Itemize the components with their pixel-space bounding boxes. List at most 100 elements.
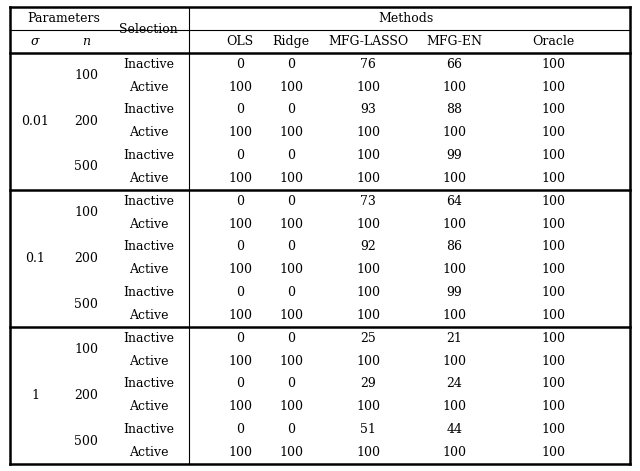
Text: 500: 500 <box>74 435 99 447</box>
Text: 100: 100 <box>541 446 566 459</box>
Text: 100: 100 <box>541 218 566 231</box>
Text: 0: 0 <box>287 332 295 345</box>
Text: MFG-EN: MFG-EN <box>426 35 483 48</box>
Text: 100: 100 <box>541 126 566 139</box>
Text: 100: 100 <box>356 81 380 94</box>
Text: Inactive: Inactive <box>123 423 174 436</box>
Text: 51: 51 <box>360 423 376 436</box>
Text: 100: 100 <box>356 218 380 231</box>
Text: 100: 100 <box>279 126 303 139</box>
Text: 100: 100 <box>442 172 467 185</box>
Text: 0: 0 <box>236 332 244 345</box>
Text: 29: 29 <box>360 377 376 390</box>
Text: Inactive: Inactive <box>123 149 174 162</box>
Text: 100: 100 <box>228 400 252 414</box>
Text: Inactive: Inactive <box>123 195 174 208</box>
Text: 0: 0 <box>236 195 244 208</box>
Text: 100: 100 <box>356 263 380 276</box>
Text: 200: 200 <box>74 389 99 402</box>
Text: 100: 100 <box>228 126 252 139</box>
Text: 100: 100 <box>541 240 566 253</box>
Text: 100: 100 <box>279 446 303 459</box>
Text: 0.1: 0.1 <box>25 252 45 265</box>
Text: 100: 100 <box>279 81 303 94</box>
Text: 500: 500 <box>74 161 99 173</box>
Text: 100: 100 <box>541 57 566 71</box>
Text: 100: 100 <box>279 263 303 276</box>
Text: Methods: Methods <box>379 12 434 25</box>
Text: 0.01: 0.01 <box>21 115 49 128</box>
Text: 100: 100 <box>442 81 467 94</box>
Text: Active: Active <box>129 400 168 414</box>
Text: 100: 100 <box>279 309 303 322</box>
Text: σ: σ <box>31 35 40 48</box>
Text: 200: 200 <box>74 252 99 265</box>
Text: 100: 100 <box>74 69 99 82</box>
Text: 100: 100 <box>356 286 380 299</box>
Text: 100: 100 <box>541 195 566 208</box>
Text: 1: 1 <box>31 389 39 402</box>
Text: 44: 44 <box>447 423 462 436</box>
Text: 0: 0 <box>236 286 244 299</box>
Text: 99: 99 <box>447 286 462 299</box>
Text: n: n <box>83 35 90 48</box>
Text: Ridge: Ridge <box>273 35 310 48</box>
Text: 99: 99 <box>447 149 462 162</box>
Text: 93: 93 <box>360 103 376 116</box>
Text: 0: 0 <box>287 103 295 116</box>
Text: 100: 100 <box>228 81 252 94</box>
Text: 0: 0 <box>236 423 244 436</box>
Text: Active: Active <box>129 126 168 139</box>
Text: 100: 100 <box>74 206 99 219</box>
Text: 76: 76 <box>360 57 376 71</box>
Text: 100: 100 <box>279 355 303 368</box>
Text: 100: 100 <box>541 332 566 345</box>
Text: 73: 73 <box>360 195 376 208</box>
Text: 100: 100 <box>541 149 566 162</box>
Text: 200: 200 <box>74 115 99 128</box>
Text: Selection: Selection <box>119 24 178 36</box>
Text: 100: 100 <box>541 263 566 276</box>
Text: 500: 500 <box>74 298 99 310</box>
Text: 100: 100 <box>228 446 252 459</box>
Text: 100: 100 <box>442 126 467 139</box>
Text: 100: 100 <box>279 218 303 231</box>
Text: 100: 100 <box>541 81 566 94</box>
Text: 100: 100 <box>356 309 380 322</box>
Text: Oracle: Oracle <box>532 35 575 48</box>
Text: 0: 0 <box>236 377 244 390</box>
Text: 100: 100 <box>228 355 252 368</box>
Text: 100: 100 <box>541 309 566 322</box>
Text: 100: 100 <box>442 355 467 368</box>
Text: Active: Active <box>129 263 168 276</box>
Text: 100: 100 <box>356 172 380 185</box>
Text: 100: 100 <box>541 400 566 414</box>
Text: 100: 100 <box>541 423 566 436</box>
Text: Inactive: Inactive <box>123 332 174 345</box>
Text: MFG-LASSO: MFG-LASSO <box>328 35 408 48</box>
Text: 100: 100 <box>356 149 380 162</box>
Text: 100: 100 <box>356 400 380 414</box>
Text: 0: 0 <box>287 195 295 208</box>
Text: 100: 100 <box>442 400 467 414</box>
Text: 100: 100 <box>541 103 566 116</box>
Text: Inactive: Inactive <box>123 377 174 390</box>
Text: 0: 0 <box>287 377 295 390</box>
Text: 100: 100 <box>74 343 99 356</box>
Text: 100: 100 <box>541 172 566 185</box>
Text: 100: 100 <box>228 309 252 322</box>
Text: 0: 0 <box>236 57 244 71</box>
Text: 25: 25 <box>360 332 376 345</box>
Text: Active: Active <box>129 309 168 322</box>
Text: Active: Active <box>129 355 168 368</box>
Text: 100: 100 <box>228 172 252 185</box>
Text: 0: 0 <box>287 240 295 253</box>
Text: 88: 88 <box>447 103 462 116</box>
Text: 100: 100 <box>356 126 380 139</box>
Text: 64: 64 <box>447 195 462 208</box>
Text: 100: 100 <box>228 263 252 276</box>
Text: 100: 100 <box>279 172 303 185</box>
Text: 86: 86 <box>447 240 462 253</box>
Text: Parameters: Parameters <box>28 12 100 25</box>
Text: 100: 100 <box>541 286 566 299</box>
